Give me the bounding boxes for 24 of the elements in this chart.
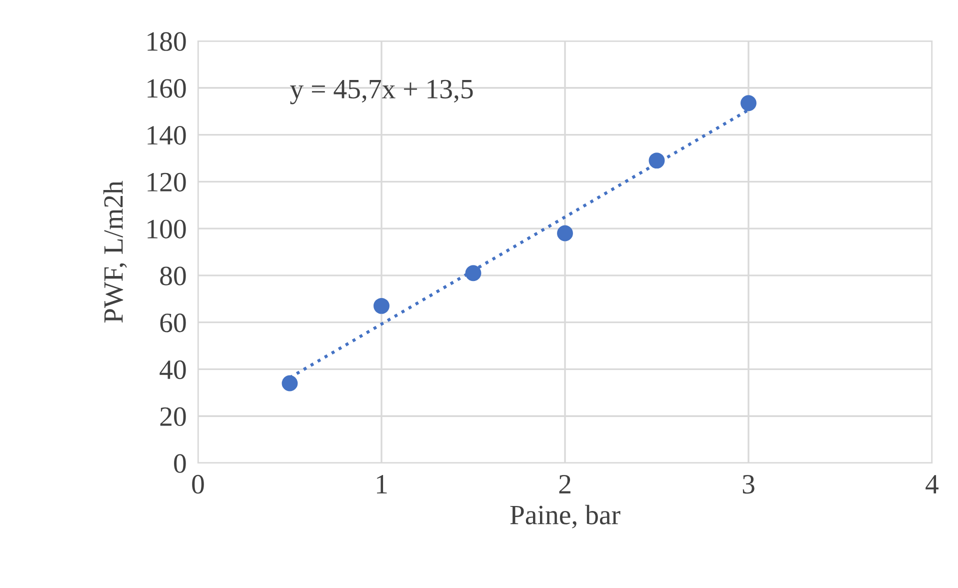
point — [740, 95, 756, 112]
y-axis-title: PWF, L/m2h — [103, 180, 127, 323]
y-tick-label: 40 — [160, 360, 186, 380]
y-tick-label: 120 — [148, 172, 186, 192]
x-tick-label: 0 — [192, 474, 204, 494]
x-tick-label: 2 — [559, 474, 570, 494]
y-tick-label: 0 — [174, 454, 186, 473]
x-tick-label: 4 — [926, 475, 939, 494]
point — [648, 152, 665, 169]
y-tick-label: 180 — [148, 32, 186, 51]
x-tick-label: 3 — [742, 474, 754, 494]
y-tick-label: 100 — [148, 220, 186, 238]
y-tick-label: 20 — [160, 407, 186, 426]
y-tick-label: 60 — [160, 314, 186, 332]
annotation: y = 45,7x + 13,5 — [290, 80, 473, 104]
point — [557, 225, 573, 242]
x-tick-label: 1 — [377, 475, 387, 494]
y-tick-label: 80 — [160, 266, 186, 286]
y-tick-label: 160 — [148, 79, 186, 98]
point — [465, 265, 482, 282]
y-tick-label: 140 — [148, 126, 186, 145]
point — [282, 375, 298, 392]
x-axis-title: Paine, bar — [510, 504, 620, 528]
point — [374, 298, 390, 314]
